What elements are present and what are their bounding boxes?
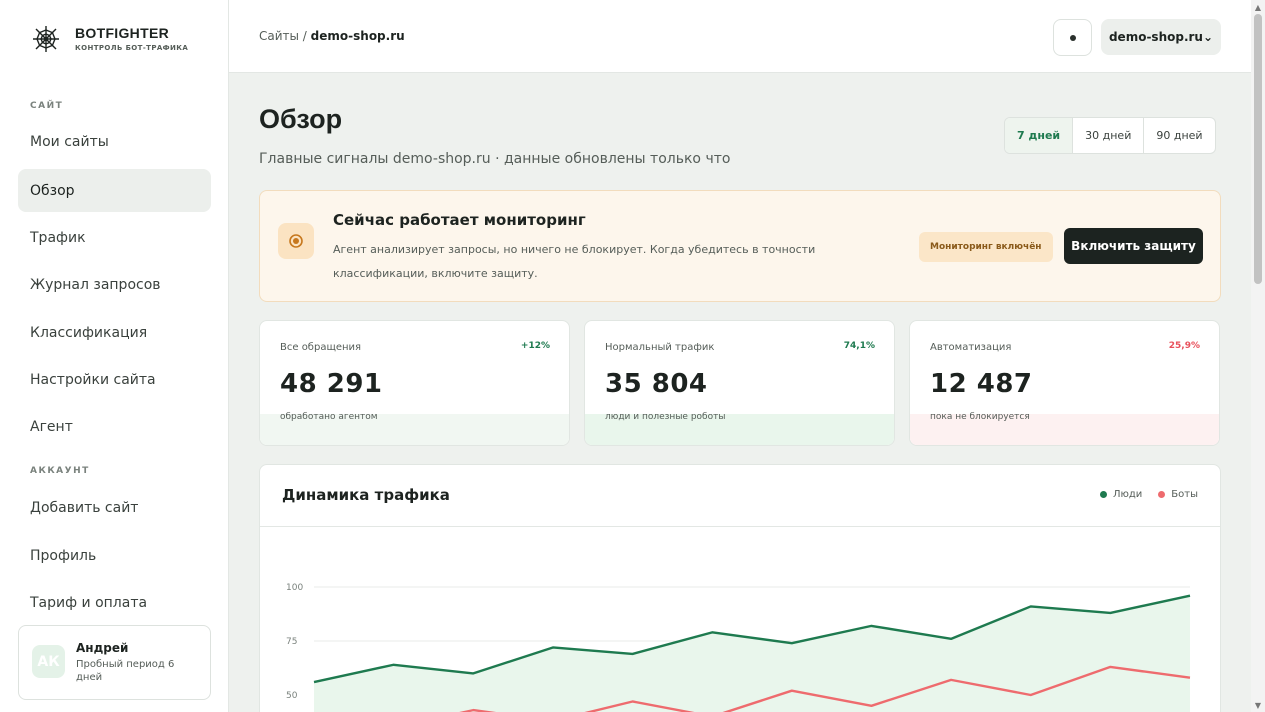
kpi-value: 12 487 bbox=[930, 369, 1033, 399]
sidebar-item-billing[interactable]: Тариф и оплата bbox=[30, 594, 148, 611]
sidebar-item-classification[interactable]: Классификация bbox=[30, 324, 148, 341]
enable-protection-button[interactable]: Включить защиту bbox=[1064, 228, 1203, 264]
sidebar-item-profile[interactable]: Профиль bbox=[30, 547, 97, 564]
y-tick-label: 50 bbox=[286, 691, 298, 701]
status-dot-icon bbox=[1069, 34, 1076, 41]
sidebar-item-overview[interactable]: Обзор bbox=[18, 169, 211, 212]
kpi-delta: 74,1% bbox=[843, 341, 875, 351]
kpi-wash bbox=[260, 414, 569, 445]
alert-title: Сейчас работает мониторинг bbox=[333, 211, 586, 229]
page-scrollbar[interactable]: ▲ ▼ bbox=[1251, 0, 1265, 712]
status-button[interactable] bbox=[1053, 19, 1092, 56]
avatar: АК bbox=[32, 645, 65, 678]
page-title: Обзор bbox=[259, 104, 343, 134]
monitoring-badge: Мониторинг включён bbox=[919, 232, 1053, 262]
page-subtitle: Главные сигналы demo-shop.ru · данные об… bbox=[259, 151, 731, 167]
kpi-card-automation: Автоматизация 25,9% 12 487 пока не блоки… bbox=[909, 320, 1220, 446]
kpi-delta: 25,9% bbox=[1168, 341, 1200, 351]
chart-divider bbox=[260, 526, 1220, 527]
legend-swatch bbox=[1099, 491, 1107, 498]
series-line-humans bbox=[313, 594, 1191, 684]
scroll-up-icon[interactable]: ▲ bbox=[1254, 2, 1262, 12]
series-area-humans bbox=[314, 595, 1190, 712]
traffic-line-chart: 100 75 50 bbox=[286, 583, 1191, 712]
y-tick-label: 100 bbox=[286, 583, 303, 593]
legend-item-humans[interactable]: Люди bbox=[1099, 489, 1143, 500]
range-30-days[interactable]: 30 дней bbox=[1072, 118, 1143, 153]
traffic-chart-card: Динамика трафика Люди Боты 100 75 50 bbox=[259, 464, 1221, 712]
kpi-value: 35 804 bbox=[605, 369, 708, 399]
breadcrumb: Сайты / demo-shop.ru bbox=[259, 29, 405, 43]
kpi-delta: +12% bbox=[520, 341, 550, 351]
y-tick-label: 75 bbox=[286, 637, 297, 647]
sidebar-item-add-site[interactable]: Добавить сайт bbox=[30, 499, 139, 516]
brand-name: BOTFIGHTER bbox=[75, 25, 169, 41]
range-90-days[interactable]: 90 дней bbox=[1143, 118, 1214, 153]
kpi-note: люди и полезные роботы bbox=[605, 412, 726, 422]
kpi-card-total: Все обращения +12% 48 291 обработано аге… bbox=[259, 320, 570, 446]
range-selector: 7 дней 30 дней 90 дней bbox=[1004, 117, 1216, 154]
top-bar: Сайты / demo-shop.ru demo-shop.ru⌄ bbox=[229, 0, 1251, 73]
breadcrumb-current: demo-shop.ru bbox=[310, 29, 405, 43]
chart-legend: Люди Боты bbox=[1084, 489, 1198, 500]
alert-text: Агент анализирует запросы, но ничего не … bbox=[333, 243, 816, 280]
site-select[interactable]: demo-shop.ru⌄ bbox=[1101, 19, 1221, 55]
kpi-wash bbox=[910, 414, 1219, 445]
sidebar-item-site-settings[interactable]: Настройки сайта bbox=[30, 371, 156, 388]
kpi-wash bbox=[585, 414, 894, 445]
user-plan: Пробный период 6 дней bbox=[76, 659, 175, 683]
user-card[interactable]: АК Андрей Пробный период 6 дней bbox=[18, 625, 211, 700]
legend-label: Люди bbox=[1112, 489, 1143, 500]
kpi-value: 48 291 bbox=[280, 369, 383, 399]
legend-item-bots[interactable]: Боты bbox=[1158, 489, 1198, 500]
legend-swatch bbox=[1158, 491, 1166, 498]
kpi-note: обработано агентом bbox=[280, 412, 378, 422]
brand-logo[interactable]: BOTFIGHTER КОНТРОЛЬ БОТ-ТРАФИКА bbox=[31, 24, 188, 54]
spider-web-icon bbox=[31, 24, 61, 54]
kpi-label: Автоматизация bbox=[930, 342, 1012, 353]
scroll-thumb[interactable] bbox=[1254, 14, 1262, 284]
kpi-note: пока не блокируется bbox=[930, 412, 1030, 422]
kpi-card-normal: Нормальный трафик 74,1% 35 804 люди и по… bbox=[584, 320, 895, 446]
kpi-label: Все обращения bbox=[280, 342, 362, 353]
radio-target-icon bbox=[278, 223, 314, 259]
sidebar: BOTFIGHTER КОНТРОЛЬ БОТ-ТРАФИКА САЙТ Мои… bbox=[0, 0, 229, 712]
legend-label: Боты bbox=[1171, 489, 1198, 500]
sidebar-item-traffic[interactable]: Трафик bbox=[30, 229, 86, 246]
range-7-days[interactable]: 7 дней bbox=[1005, 118, 1073, 153]
brand-tagline: КОНТРОЛЬ БОТ-ТРАФИКА bbox=[75, 44, 189, 52]
chart-title: Динамика трафика bbox=[282, 486, 450, 504]
breadcrumb-root[interactable]: Сайты / bbox=[259, 29, 311, 43]
scroll-down-icon[interactable]: ▼ bbox=[1254, 700, 1262, 710]
sidebar-item-agent[interactable]: Агент bbox=[30, 418, 73, 435]
sidebar-item-my-sites[interactable]: Мои сайты bbox=[30, 133, 109, 150]
kpi-label: Нормальный трафик bbox=[605, 342, 715, 353]
monitoring-alert: Сейчас работает мониторинг Агент анализи… bbox=[259, 190, 1221, 302]
section-label-account: АККАУНТ bbox=[30, 466, 90, 476]
series-line-bots bbox=[458, 665, 1191, 712]
section-label-site: САЙТ bbox=[30, 101, 64, 111]
sidebar-item-request-log[interactable]: Журнал запросов bbox=[30, 276, 161, 293]
user-name: Андрей bbox=[76, 641, 129, 655]
